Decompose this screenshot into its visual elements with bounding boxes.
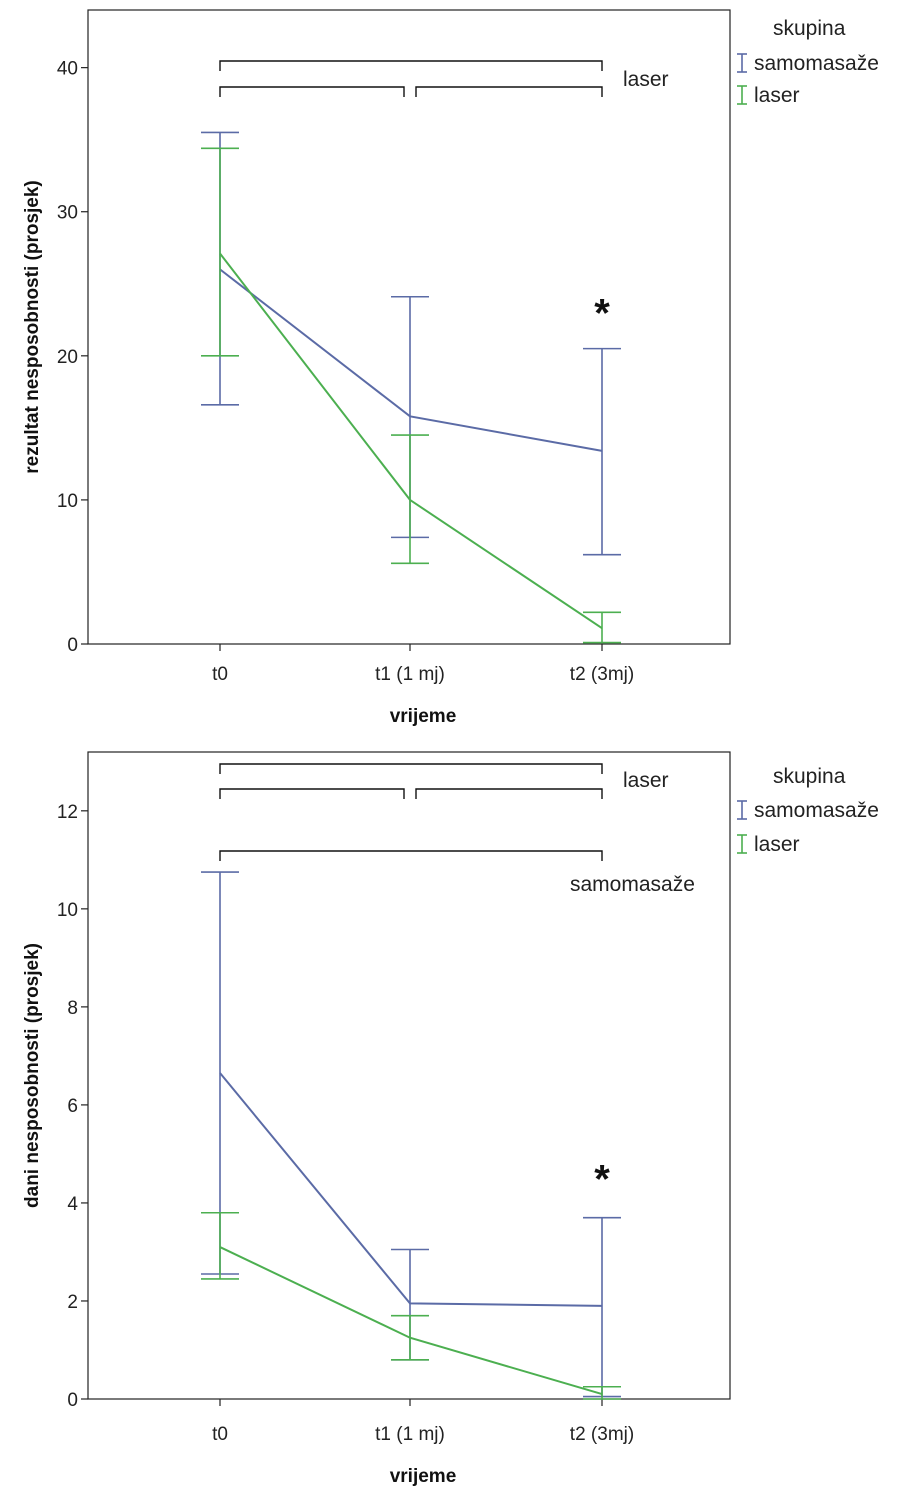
legend-label: samomasaže <box>754 799 879 822</box>
legend-label: laser <box>754 833 800 856</box>
y-tick-label: 6 <box>67 1096 78 1117</box>
significance-bracket <box>219 763 603 774</box>
y-tick-label: 0 <box>67 635 78 656</box>
y-tick-label: 0 <box>67 1390 78 1411</box>
data-point <box>219 253 221 255</box>
y-axis-title: rezultat nesposobnosti (prosjek) <box>22 180 43 473</box>
data-point <box>601 1305 603 1307</box>
bracket-label: samomasaže <box>570 873 695 896</box>
y-tick-label: 40 <box>57 59 78 80</box>
data-point <box>601 627 603 629</box>
y-tick-label: 8 <box>67 998 78 1019</box>
legend-item: samomasaže <box>737 799 879 822</box>
x-axis-title: vrijeme <box>390 706 457 727</box>
legend-title: skupina <box>773 17 846 40</box>
data-point <box>409 1337 411 1339</box>
data-point <box>601 1393 603 1395</box>
y-tick-label: 2 <box>67 1292 78 1313</box>
significance-bracket <box>219 60 603 71</box>
chart-svg-bottom: 0 2 4 6 8 10 12 t0 t1 (1 mj) t2 (3mj) vrijeme dani … <box>22 751 879 1487</box>
plot-frame <box>87 751 731 1400</box>
chart-rezultat-nesposobnosti: 0 10 20 30 40 t0 t1 (1 mj) t2 (3mj) vrijeme rezul… <box>0 0 910 740</box>
legend-label: laser <box>754 84 800 107</box>
significance-star: * <box>594 1157 610 1201</box>
y-tick-label: 30 <box>57 203 78 224</box>
chart-dani-nesposobnosti: 0 2 4 6 8 10 12 t0 t1 (1 mj) t2 (3mj) vrijeme dani … <box>0 745 910 1490</box>
chart-svg-top: 0 10 20 30 40 t0 t1 (1 mj) t2 (3mj) vrijeme rezul… <box>22 9 879 727</box>
legend-item: samomasaže <box>737 52 879 75</box>
series-line-0 <box>219 1072 603 1307</box>
y-tick-label: 4 <box>67 1194 78 1215</box>
series-line-1 <box>219 1246 603 1396</box>
legend-label: samomasaže <box>754 52 879 75</box>
legend-item: laser <box>737 84 800 107</box>
x-tick-label: t0 <box>212 664 228 685</box>
significance-bracket <box>219 788 405 799</box>
data-point <box>219 1072 221 1074</box>
data-point <box>601 450 603 452</box>
bracket-label: laser <box>623 769 669 792</box>
significance-bracket <box>219 86 405 97</box>
y-tick-label: 20 <box>57 347 78 368</box>
data-point <box>409 415 411 417</box>
legend-title: skupina <box>773 765 846 788</box>
legend-item: laser <box>737 833 800 856</box>
x-axis-title: vrijeme <box>390 1466 457 1487</box>
y-tick-label: 10 <box>57 491 78 512</box>
significance-bracket <box>415 86 603 97</box>
data-point <box>219 1246 221 1248</box>
y-tick-label: 12 <box>57 802 78 823</box>
x-tick-label: t2 (3mj) <box>570 1424 634 1445</box>
data-point <box>409 1302 411 1304</box>
significance-bracket <box>415 788 603 799</box>
y-tick-label: 10 <box>57 900 78 921</box>
x-tick-label: t1 (1 mj) <box>375 1424 445 1445</box>
y-axis-title: dani nesposobnosti (prosjek) <box>22 943 43 1208</box>
significance-star: * <box>594 292 610 336</box>
bracket-label: laser <box>623 68 669 91</box>
x-tick-label: t1 (1 mj) <box>375 664 445 685</box>
data-point <box>409 499 411 501</box>
significance-bracket <box>219 850 603 861</box>
plot-frame <box>87 9 731 645</box>
x-tick-label: t2 (3mj) <box>570 664 634 685</box>
x-tick-label: t0 <box>212 1424 228 1445</box>
